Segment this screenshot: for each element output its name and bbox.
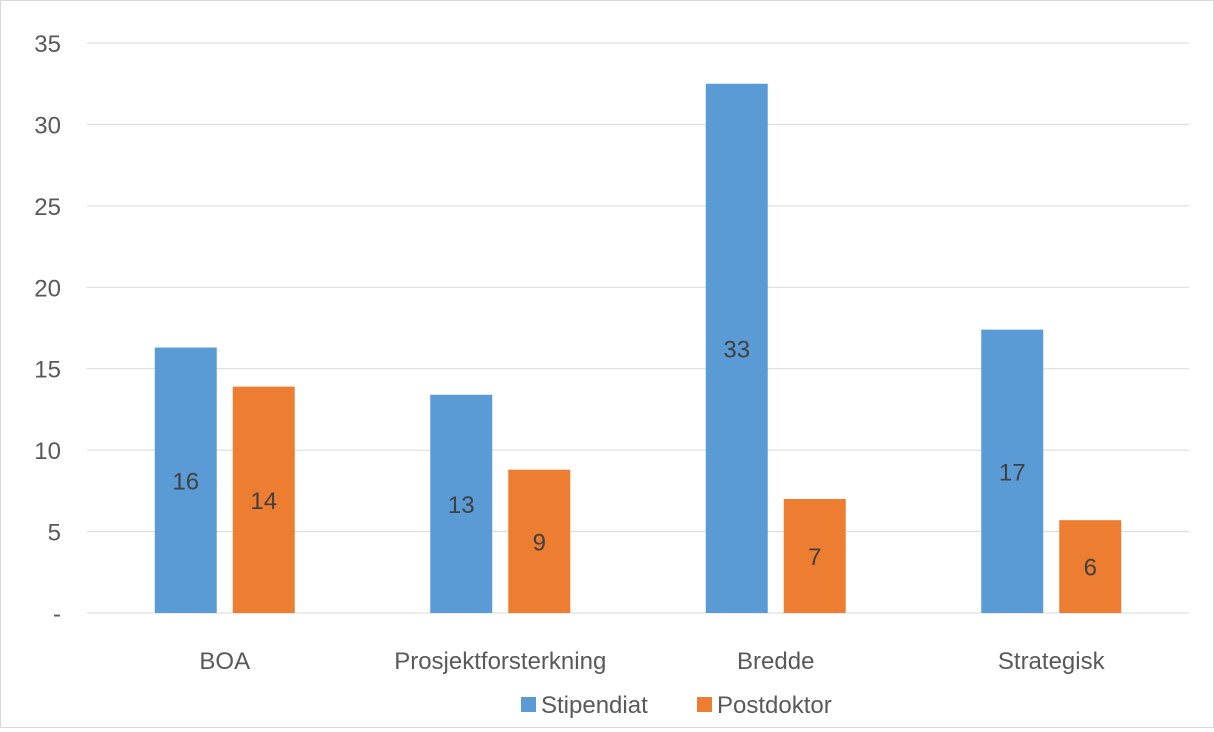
bar-stipendiat-strategisk — [981, 329, 1044, 613]
data-label: 13 — [448, 492, 475, 519]
y-tick-label: 10 — [34, 438, 61, 465]
bars: 16 14 13 9 33 7 17 6 — [154, 83, 1122, 613]
data-label: 33 — [723, 336, 750, 363]
legend-label-postdoktor: Postdoktor — [717, 692, 832, 719]
y-tick-label: 25 — [34, 194, 61, 221]
y-tick-label: 35 — [34, 31, 61, 58]
bar-stipendiat-boa — [154, 347, 217, 613]
legend: Stipendiat Postdoktor — [521, 692, 832, 719]
data-label: 14 — [250, 488, 277, 515]
x-category-label: Strategisk — [998, 648, 1106, 675]
y-tick-label: 20 — [34, 275, 61, 302]
legend-label-stipendiat: Stipendiat — [541, 692, 648, 719]
data-label: 16 — [172, 468, 199, 495]
x-axis-category-labels: BOA Prosjektforsterkning Bredde Strategisk — [199, 648, 1105, 675]
bar-stipendiat-bredde — [705, 83, 768, 613]
y-tick-label: 5 — [48, 520, 61, 547]
x-category-label: Prosjektforsterkning — [394, 648, 606, 675]
x-category-label: Bredde — [737, 648, 814, 675]
data-label: 7 — [808, 544, 821, 571]
bar-postdoktor-prosjektforsterkning — [508, 469, 571, 613]
y-tick-label: 15 — [34, 357, 61, 384]
bar-postdoktor-strategisk — [1059, 520, 1122, 613]
bar-stipendiat-prosjektforsterkning — [430, 394, 493, 613]
legend-swatch-postdoktor — [697, 697, 712, 712]
data-label: 17 — [999, 459, 1026, 486]
x-category-label: BOA — [199, 648, 250, 675]
data-label: 6 — [1084, 555, 1097, 582]
legend-swatch-stipendiat — [521, 697, 536, 712]
y-tick-label: 30 — [34, 112, 61, 139]
bar-postdoktor-boa — [232, 386, 295, 613]
y-axis-tick-labels: - 5 10 15 20 25 30 35 — [34, 31, 61, 628]
bar-postdoktor-bredde — [783, 499, 846, 613]
data-label: 9 — [533, 529, 546, 556]
y-tick-label: - — [53, 601, 61, 628]
